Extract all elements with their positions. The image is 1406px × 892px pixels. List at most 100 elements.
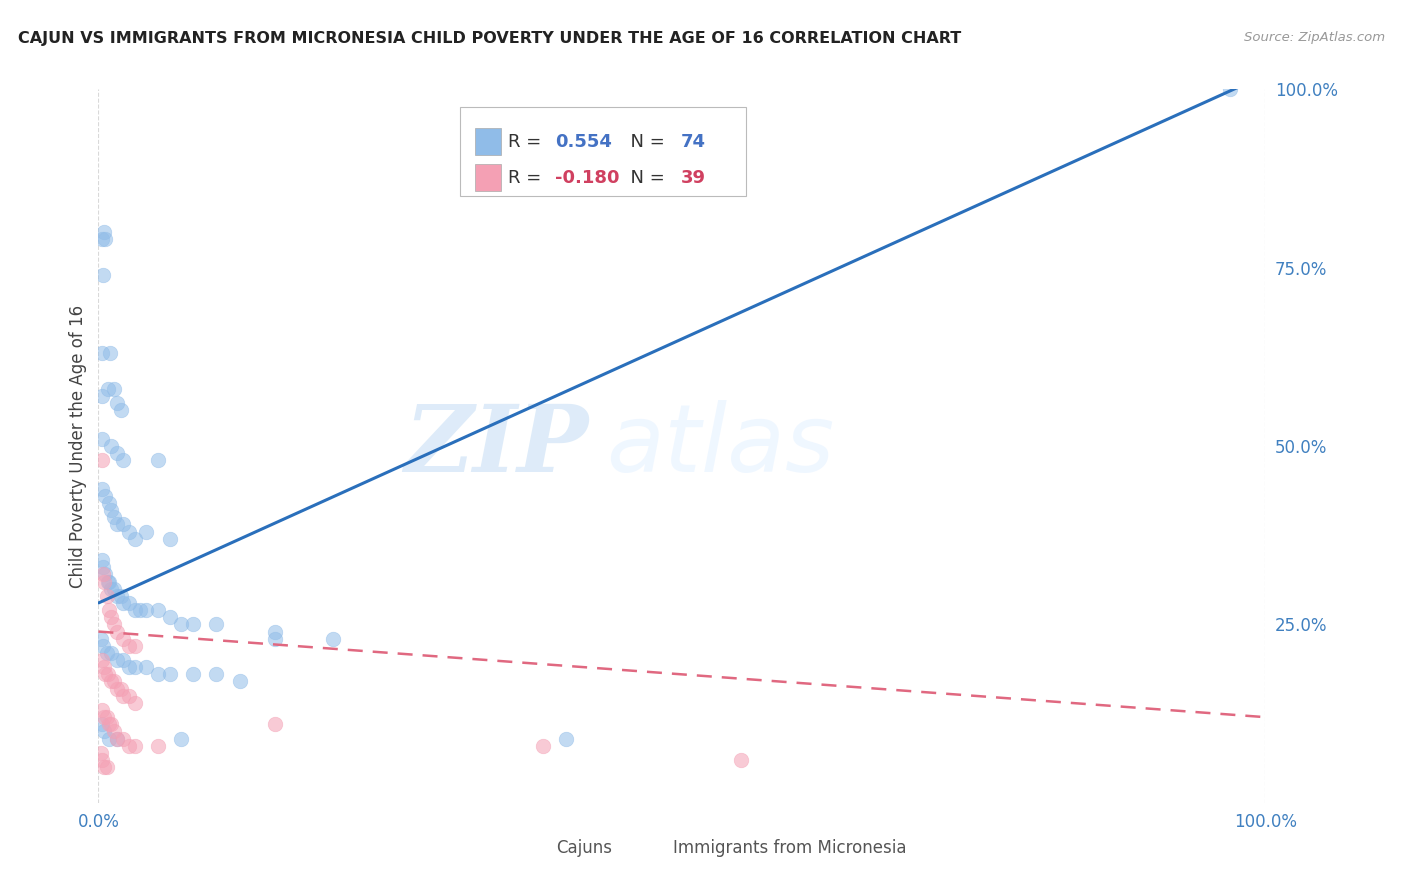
Point xyxy=(263,632,285,646)
Point xyxy=(105,624,128,639)
Point xyxy=(124,603,146,617)
Point xyxy=(124,739,146,753)
Point xyxy=(111,596,134,610)
Point xyxy=(105,446,128,460)
Text: Cajuns: Cajuns xyxy=(555,839,612,857)
Point xyxy=(90,482,112,496)
Point xyxy=(124,639,146,653)
Point xyxy=(91,639,114,653)
Point xyxy=(159,532,181,546)
Text: -0.180: -0.180 xyxy=(555,169,619,187)
Point xyxy=(531,739,554,753)
Point xyxy=(90,232,112,246)
Point xyxy=(103,382,125,396)
Point xyxy=(90,432,112,446)
Point xyxy=(103,617,125,632)
Text: ZIP: ZIP xyxy=(405,401,589,491)
Point xyxy=(90,453,112,467)
Point xyxy=(97,717,120,731)
Point xyxy=(103,674,125,689)
Point xyxy=(90,653,112,667)
FancyBboxPatch shape xyxy=(524,837,550,862)
Point xyxy=(129,603,152,617)
Point xyxy=(94,232,117,246)
Point xyxy=(105,589,128,603)
Point xyxy=(146,667,169,681)
Point xyxy=(100,610,122,624)
Point xyxy=(110,589,132,603)
Point xyxy=(93,710,115,724)
Point xyxy=(105,731,128,746)
Point xyxy=(118,524,141,539)
Point xyxy=(96,646,118,660)
Point xyxy=(105,653,128,667)
Point xyxy=(170,617,193,632)
Point xyxy=(96,710,118,724)
Point xyxy=(94,567,117,582)
Point xyxy=(90,389,112,403)
Text: R =: R = xyxy=(508,169,547,187)
Point xyxy=(111,632,134,646)
Point xyxy=(170,731,193,746)
Point xyxy=(124,696,146,710)
Point xyxy=(91,560,114,574)
Point xyxy=(146,603,169,617)
Point xyxy=(111,731,134,746)
Text: 39: 39 xyxy=(681,169,706,187)
Point xyxy=(90,553,112,567)
Point xyxy=(322,632,344,646)
Point xyxy=(111,453,134,467)
Point xyxy=(205,667,228,681)
Point xyxy=(181,667,204,681)
Point xyxy=(94,489,117,503)
Point xyxy=(97,574,120,589)
Text: Immigrants from Micronesia: Immigrants from Micronesia xyxy=(672,839,905,857)
Point xyxy=(118,639,141,653)
Point xyxy=(97,731,120,746)
Point xyxy=(97,382,120,396)
Point xyxy=(91,268,114,282)
FancyBboxPatch shape xyxy=(475,164,501,192)
Point xyxy=(93,574,115,589)
FancyBboxPatch shape xyxy=(460,107,747,196)
Point xyxy=(94,667,117,681)
Y-axis label: Child Poverty Under the Age of 16: Child Poverty Under the Age of 16 xyxy=(69,304,87,588)
Point xyxy=(93,225,115,239)
Point xyxy=(159,667,181,681)
Point xyxy=(97,603,120,617)
Point xyxy=(146,453,169,467)
Point xyxy=(90,346,112,360)
Point xyxy=(555,731,578,746)
Point xyxy=(103,724,125,739)
Point xyxy=(118,739,141,753)
Text: R =: R = xyxy=(508,133,547,151)
Text: Source: ZipAtlas.com: Source: ZipAtlas.com xyxy=(1244,31,1385,45)
Point xyxy=(91,567,114,582)
Point xyxy=(105,517,128,532)
Point xyxy=(97,496,120,510)
Point xyxy=(111,653,134,667)
Text: CAJUN VS IMMIGRANTS FROM MICRONESIA CHILD POVERTY UNDER THE AGE OF 16 CORRELATIO: CAJUN VS IMMIGRANTS FROM MICRONESIA CHIL… xyxy=(18,31,962,46)
Point xyxy=(135,524,157,539)
FancyBboxPatch shape xyxy=(641,837,666,862)
Point xyxy=(135,660,157,674)
Point xyxy=(110,681,132,696)
Point xyxy=(93,724,115,739)
Text: 0.554: 0.554 xyxy=(555,133,612,151)
Point xyxy=(159,610,181,624)
Point xyxy=(100,646,122,660)
Point xyxy=(105,731,128,746)
Point xyxy=(111,517,134,532)
Point xyxy=(90,746,112,760)
Point xyxy=(146,739,169,753)
Point xyxy=(97,667,120,681)
Point xyxy=(90,632,112,646)
Point xyxy=(105,681,128,696)
Point xyxy=(90,703,112,717)
Point xyxy=(100,582,122,596)
Point xyxy=(111,689,134,703)
Point xyxy=(100,717,122,731)
Text: 74: 74 xyxy=(681,133,706,151)
Point xyxy=(103,582,125,596)
Point xyxy=(181,617,204,632)
